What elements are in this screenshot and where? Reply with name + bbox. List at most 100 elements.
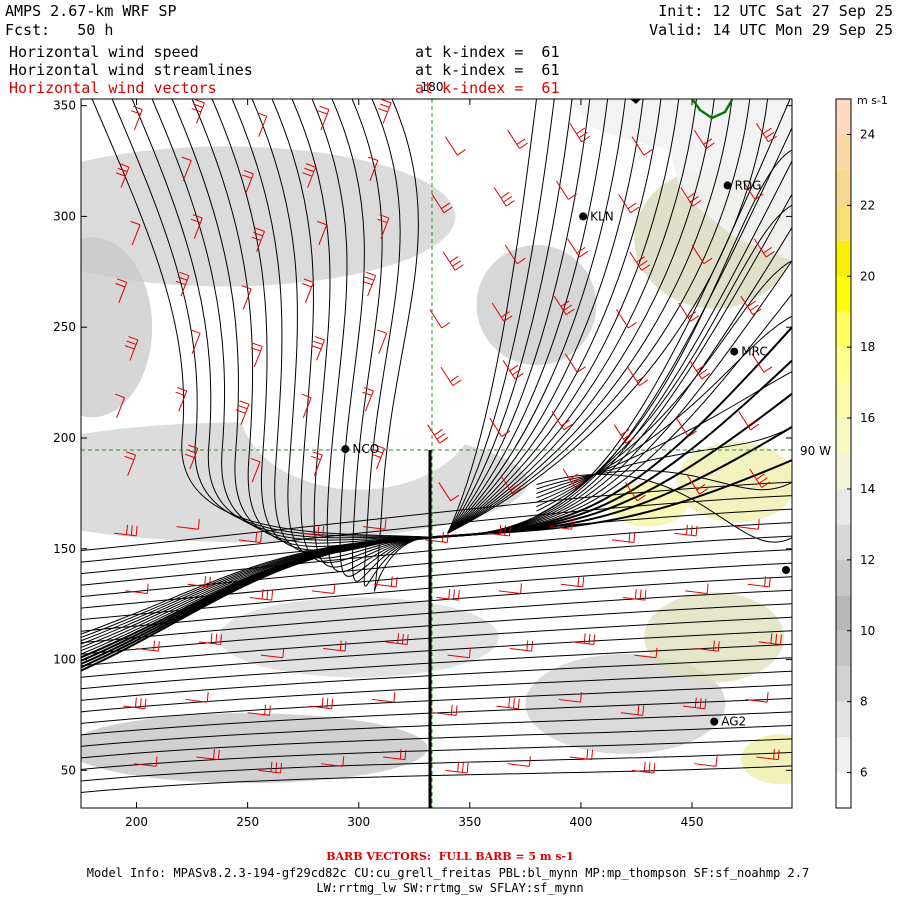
streamline-8 xyxy=(81,657,792,701)
wind-barb-58 xyxy=(368,156,379,182)
colorbar-swatch-18 xyxy=(836,134,851,170)
streamline-50 xyxy=(447,99,537,534)
wind-barb-25 xyxy=(247,704,271,716)
streamline-2 xyxy=(81,738,792,770)
station-dot-mrc xyxy=(730,347,739,356)
station-dot-ag2 xyxy=(710,717,719,726)
wind-barb-59 xyxy=(378,99,392,124)
wind-barb-9 xyxy=(130,220,141,246)
streamline-6 xyxy=(81,684,792,724)
wind-barb-36 xyxy=(320,756,345,767)
station-label-mrc: MRC xyxy=(741,345,767,359)
streamline-63 xyxy=(447,99,769,534)
wind-barb-24 xyxy=(258,761,282,774)
wind-barb-93 xyxy=(567,238,589,258)
colorbar-tick-label-1: 8 xyxy=(860,695,868,709)
x-axis-ticks: 200 250 300 350 400 450 xyxy=(125,99,703,829)
station-dot-edge xyxy=(782,566,790,574)
colorbar-unit: m s-1 xyxy=(857,94,888,107)
wind-barb-122 xyxy=(758,633,782,645)
station-markers: RDG KLN MRC NCO AG2 xyxy=(341,178,790,729)
model-info-line2: LW:rrtmg_lw SW:rrtmg_sw SFLAY:sf_mynn xyxy=(316,881,584,895)
speed-shade-4 xyxy=(676,442,792,523)
streamline-17 xyxy=(81,535,792,598)
station-dot-rdg xyxy=(723,181,732,190)
wind-barb-41 xyxy=(310,451,323,476)
wind-barb-121 xyxy=(745,692,769,703)
streamline-48 xyxy=(363,99,437,587)
colorbar-swatch-0 xyxy=(836,772,851,808)
wind-barbs xyxy=(114,99,782,774)
wind-barb-27 xyxy=(249,588,274,601)
colorbar-tick-label-0: 6 xyxy=(860,766,868,780)
streamline-35 xyxy=(111,99,437,539)
wind-barb-113 xyxy=(687,475,708,495)
field-level-speed: at k-index = 61 xyxy=(415,43,560,61)
wind-barb-21 xyxy=(190,214,203,239)
wind-barb-16 xyxy=(176,519,200,530)
wind-barb-124 xyxy=(736,519,760,530)
colorbar-swatch-14 xyxy=(836,276,851,312)
station-dot-kln xyxy=(579,212,588,221)
wind-barb-116 xyxy=(678,302,700,322)
streamline-36 xyxy=(131,99,437,539)
wind-barb-11 xyxy=(130,105,143,131)
wind-barb-112 xyxy=(674,524,698,537)
wind-barb-0 xyxy=(134,756,158,767)
x-tick-label-1: 250 xyxy=(236,815,259,829)
wind-barb-35 xyxy=(257,112,268,137)
colorbar-swatch-15 xyxy=(836,240,851,277)
wind-barb-60 xyxy=(445,761,469,774)
wind-barb-77 xyxy=(500,475,522,495)
wind-barb-53 xyxy=(371,444,385,470)
wind-barb-108 xyxy=(694,756,718,767)
wind-barb-120 xyxy=(756,749,780,761)
wind-barb-73 xyxy=(496,697,520,710)
wind-barb-33 xyxy=(251,227,265,253)
wind-barb-87 xyxy=(560,576,585,588)
wind-barb-34 xyxy=(242,169,254,195)
streamline-71 xyxy=(536,473,792,543)
colorbar-swatch-4 xyxy=(836,630,851,667)
wind-barb-82 xyxy=(493,187,515,207)
barb-note: BARB VECTORS: FULL BARB = 5 m s-1 xyxy=(326,850,574,863)
wind-barb-46 xyxy=(302,163,317,188)
speed-shade-7 xyxy=(525,653,726,754)
wind-barb-106 xyxy=(618,194,640,214)
wind-barb-31 xyxy=(250,342,263,368)
wind-barb-128 xyxy=(740,295,762,316)
wind-barb-129 xyxy=(753,238,775,258)
wind-barb-127 xyxy=(751,353,773,373)
wind-barb-107 xyxy=(631,136,653,156)
streamline-13 xyxy=(81,589,792,644)
wind-barb-45 xyxy=(317,220,328,246)
wind-barb-89 xyxy=(562,468,584,488)
y-tick-label-0: 50 xyxy=(61,763,76,777)
y-tick-label-6: 350 xyxy=(53,99,76,113)
wind-barb-91 xyxy=(564,353,586,373)
speed-shade-2 xyxy=(81,237,153,418)
streamline-57 xyxy=(447,99,662,534)
streamline-62 xyxy=(447,99,751,534)
wind-barb-29 xyxy=(250,457,261,483)
colorbar-tick-label-8: 22 xyxy=(860,198,875,212)
map-frame xyxy=(80,98,793,809)
calm-region xyxy=(238,319,479,490)
streamline-7 xyxy=(81,670,792,713)
wind-barb-115 xyxy=(689,360,711,380)
wind-barb-4 xyxy=(114,524,138,537)
field-label-vectors: Horizontal wind vectors xyxy=(9,79,217,97)
wind-barb-18 xyxy=(175,387,188,412)
wind-barb-23 xyxy=(191,99,205,124)
wind-barb-126 xyxy=(738,411,760,431)
wind-barb-71 xyxy=(444,136,466,156)
streamline-33 xyxy=(81,99,791,635)
field-label-streamlines: Horizontal wind streamlines xyxy=(9,61,253,79)
streamline-47 xyxy=(351,99,437,582)
wind-barb-5 xyxy=(124,451,137,476)
wind-barb-70 xyxy=(431,194,453,214)
wind-barb-15 xyxy=(187,576,211,588)
colorbar-tick-label-6: 18 xyxy=(860,340,875,354)
wind-barb-32 xyxy=(241,285,252,310)
wind-barb-99 xyxy=(623,588,647,601)
